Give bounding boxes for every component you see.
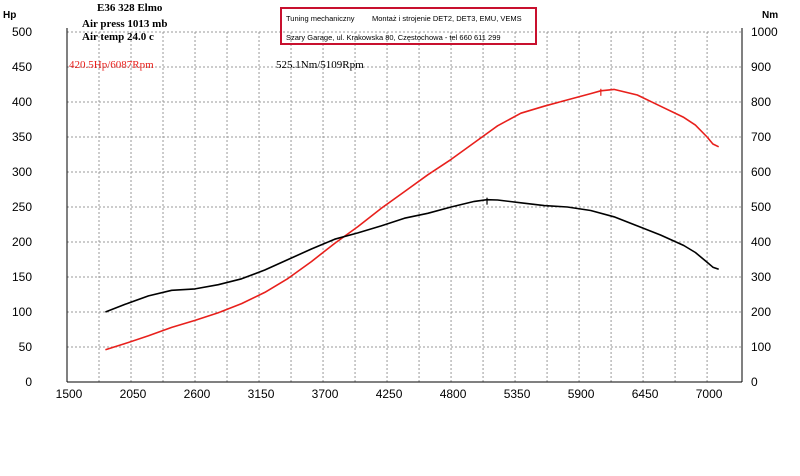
dyno-shop-info-box: Tuning mechaniczny Montaż i strojenie DE… (280, 7, 537, 45)
left-tick-label: 150 (12, 270, 32, 284)
torque-peak-annotation: 525.1Nm/5109Rpm (276, 59, 364, 71)
shop-services: Montaż i strojenie DET2, DET3, EMU, VEMS (372, 14, 522, 23)
tick-labels: 0 50 100 150 200 250 300 350 400 450 500 0 100 200 300… (12, 25, 778, 401)
torque-curve (105, 198, 719, 313)
right-tick-label: 100 (751, 340, 771, 354)
left-tick-label: 0 (25, 375, 32, 389)
x-tick-label: 5900 (568, 387, 595, 401)
right-tick-label: 500 (751, 200, 771, 214)
right-tick-label: 1000 (751, 25, 778, 39)
x-tick-label: 4800 (440, 387, 467, 401)
air-temp-label: Air temp 24.0 c (82, 31, 154, 43)
shop-address: Szary Garage, ul. Krakowska 80, Częstoch… (286, 33, 501, 42)
right-tick-label: 300 (751, 270, 771, 284)
right-tick-label: 600 (751, 165, 771, 179)
x-tick-label: 1500 (56, 387, 83, 401)
x-tick-label: 2600 (184, 387, 211, 401)
x-tick-label: 7000 (696, 387, 723, 401)
x-tick-label: 2050 (120, 387, 147, 401)
power-peak-annotation: 420.5Hp/6087Rpm (69, 59, 154, 71)
x-tick-label: 3700 (312, 387, 339, 401)
left-tick-label: 500 (12, 25, 32, 39)
right-tick-label: 900 (751, 60, 771, 74)
axes (66, 28, 743, 383)
left-tick-label: 200 (12, 235, 32, 249)
left-axis-title: Hp (3, 10, 17, 21)
x-tick-label: 4250 (376, 387, 403, 401)
x-tick-label: 6450 (632, 387, 659, 401)
grid (66, 31, 742, 383)
x-tick-label: 5350 (504, 387, 531, 401)
left-tick-label: 350 (12, 130, 32, 144)
series (105, 88, 720, 351)
right-tick-label: 700 (751, 130, 771, 144)
left-tick-label: 100 (12, 305, 32, 319)
left-tick-label: 450 (12, 60, 32, 74)
power-curve (105, 88, 720, 351)
left-tick-label: 400 (12, 95, 32, 109)
right-tick-label: 200 (751, 305, 771, 319)
right-axis-title: Nm (762, 10, 779, 21)
left-tick-label: 250 (12, 200, 32, 214)
chart-title: E36 328 Elmo (97, 2, 163, 14)
shop-tagline: Tuning mechaniczny (286, 14, 355, 23)
right-tick-label: 400 (751, 235, 771, 249)
air-press-label: Air press 1013 mb (82, 18, 168, 30)
right-tick-label: 800 (751, 95, 771, 109)
right-tick-label: 0 (751, 375, 758, 389)
left-tick-label: 300 (12, 165, 32, 179)
x-tick-label: 3150 (248, 387, 275, 401)
left-tick-label: 50 (19, 340, 33, 354)
